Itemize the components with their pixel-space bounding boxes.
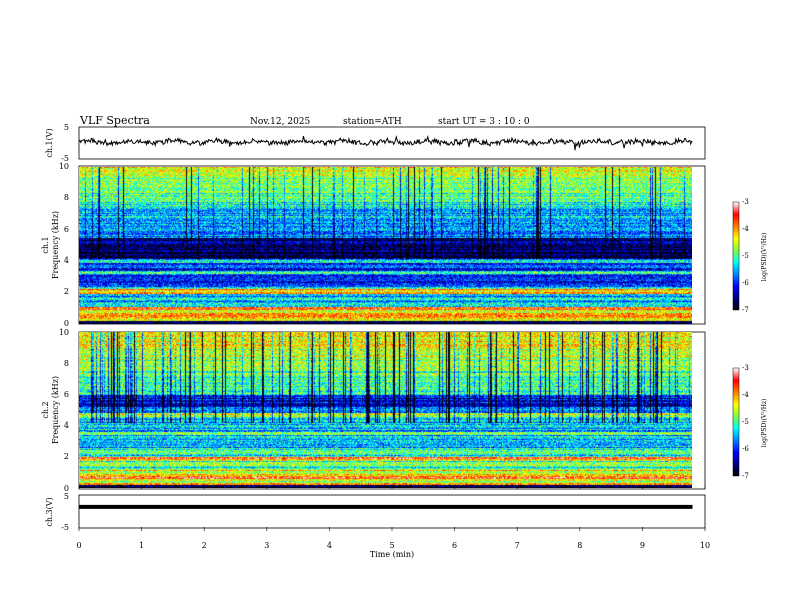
ch2-cbar-tick-m6: -6 xyxy=(742,445,749,453)
time-axis-tick-label: 0 xyxy=(76,541,81,550)
ch1-spectrogram-image xyxy=(79,167,692,324)
ch2-ylabel-frequency: Frequency (kHz) xyxy=(51,376,60,444)
ch3-voltage-panel: 5 -5 ch.3(V) xyxy=(45,492,706,532)
ch3-ytick-top: 5 xyxy=(64,492,69,501)
ch3-voltage-ylabel: ch.3(V) xyxy=(45,497,54,526)
ch2-colorbar xyxy=(733,368,739,476)
ch2-ytick-2: 2 xyxy=(64,452,69,461)
ch1-ylabel-channel: ch.1 xyxy=(41,236,50,253)
ch1-ytick-10: 10 xyxy=(59,162,69,171)
ch1-voltage-ylabel: ch.1(V) xyxy=(45,128,54,157)
ch1-voltage-panel: 5 -5 ch.1(V) xyxy=(45,123,706,163)
ch1-colorbar xyxy=(733,202,739,310)
ch2-spectrogram-panel: 10 8 6 4 2 0 ch.2 Frequency (kHz) -3 -4 … xyxy=(41,328,768,493)
date-label: Nov.12, 2025 xyxy=(250,117,311,127)
ch1-spectrogram-panel: 10 8 6 4 2 0 ch.1 Frequency (kHz) -3 -4 … xyxy=(41,162,768,328)
time-axis-tick-label: 6 xyxy=(452,541,457,550)
ch1-ytick-bottom: -5 xyxy=(61,154,69,163)
ch2-cbar-tick-m7: -7 xyxy=(742,472,749,480)
ch1-cbar-tick-m6: -6 xyxy=(742,279,749,287)
ch3-ytick-bottom: -5 xyxy=(61,523,69,532)
ch2-ytick-8: 8 xyxy=(64,359,69,368)
time-axis-tick-label: 8 xyxy=(577,541,582,550)
ch1-voltage-trace xyxy=(78,134,693,151)
ch1-ytick-4: 4 xyxy=(64,256,69,265)
time-axis-tick-label: 5 xyxy=(389,541,394,550)
time-axis-label: Time (min) xyxy=(370,550,414,559)
ch2-colorbar-frame xyxy=(732,367,740,477)
ch1-cbar-tick-m5: -5 xyxy=(742,252,749,260)
ch1-colorbar-label: log(PSD)(V²/Hz) xyxy=(761,233,768,282)
ch1-ytick-6: 6 xyxy=(64,225,69,234)
ch2-colorbar-label: log(PSD)(V²/Hz) xyxy=(761,399,768,448)
ch1-ytick-top: 5 xyxy=(64,123,69,132)
figure-title: VLF Spectra xyxy=(79,114,150,127)
station-label: station=ATH xyxy=(343,117,402,127)
ch1-cbar-tick-m4: -4 xyxy=(742,225,749,233)
time-axis-tick-label: 1 xyxy=(139,541,144,550)
ch2-ytick-6: 6 xyxy=(64,390,69,399)
ch2-ytick-4: 4 xyxy=(64,421,69,430)
time-axis-tick-label: 2 xyxy=(202,541,207,550)
ch1-ylabel-frequency: Frequency (kHz) xyxy=(51,211,60,279)
time-axis-tick-label: 4 xyxy=(327,541,332,550)
ch1-cbar-tick-m7: -7 xyxy=(742,306,749,314)
time-axis-tick-label: 10 xyxy=(700,541,710,550)
ch2-ylabel-channel: ch.2 xyxy=(41,401,50,418)
ch1-colorbar-frame xyxy=(732,201,740,311)
time-axis-tick-label: 9 xyxy=(640,541,645,550)
ch1-ytick-0: 0 xyxy=(64,319,69,328)
ch1-cbar-tick-m3: -3 xyxy=(742,198,749,206)
ch2-spectrogram-image xyxy=(79,332,692,488)
ch2-ytick-10: 10 xyxy=(59,328,69,337)
ch2-cbar-tick-m3: -3 xyxy=(742,364,749,372)
time-axis-tick-label: 7 xyxy=(515,541,520,550)
ch2-cbar-tick-m4: -4 xyxy=(742,391,749,399)
ch1-ytick-2: 2 xyxy=(64,287,69,296)
time-axis-tick-label: 3 xyxy=(264,541,269,550)
time-axis: 0 1 2 3 4 5 6 7 8 9 10 xyxy=(76,321,710,550)
start-time-label: start UT = 3 : 10 : 0 xyxy=(438,117,530,127)
ch2-cbar-tick-m5: -5 xyxy=(742,418,749,426)
ch1-ytick-8: 8 xyxy=(64,193,69,202)
ch3-voltage-frame xyxy=(78,494,706,529)
ch2-ytick-0: 0 xyxy=(64,484,69,493)
